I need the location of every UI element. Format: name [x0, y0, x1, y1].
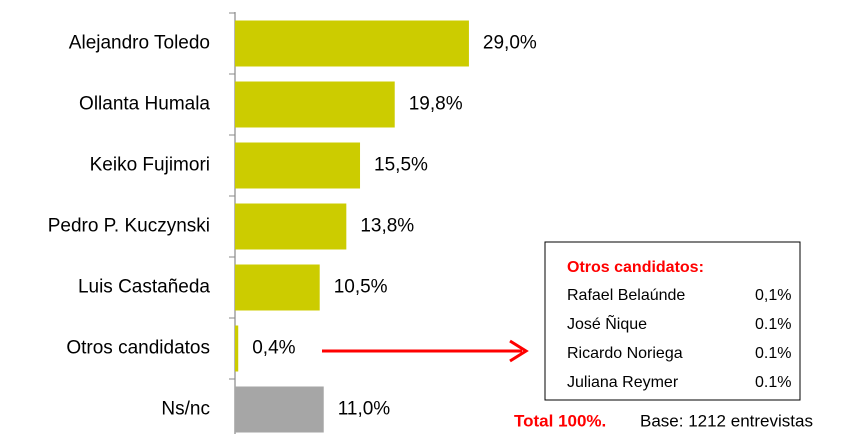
category-label: Keiko Fujimori — [90, 155, 210, 176]
category-label: Ns/nc — [161, 399, 210, 420]
bar — [235, 264, 320, 311]
inset-name: Ricardo Noriega — [567, 345, 683, 362]
value-label: 11,0% — [338, 399, 391, 420]
arrow — [322, 339, 529, 363]
footer-total: Total 100%. — [514, 411, 606, 430]
bar — [235, 386, 324, 433]
inset-value: 0.1% — [755, 374, 791, 391]
inset-value: 0.1% — [755, 345, 791, 362]
bar — [235, 81, 395, 128]
category-label: Ollanta Humala — [79, 94, 210, 115]
bar — [235, 142, 361, 189]
bar — [235, 325, 239, 372]
footer-base: Base: 1212 entrevistas — [640, 411, 813, 430]
inset-value: 0.1% — [755, 316, 791, 333]
inset-name: Juliana Reymer — [567, 374, 679, 391]
value-label: 13,8% — [360, 216, 414, 237]
inset-name: Rafael Belaúnde — [567, 287, 685, 304]
value-label: 19,8% — [409, 94, 463, 115]
bar — [235, 20, 469, 67]
category-label: Otros candidatos — [66, 338, 210, 359]
inset-box — [544, 241, 801, 401]
value-label: 0,4% — [252, 338, 295, 359]
value-label: 15,5% — [374, 155, 428, 176]
category-label: Luis Castañeda — [78, 277, 210, 298]
inset-title: Otros candidatos: — [567, 259, 704, 276]
bar — [235, 203, 347, 250]
value-label: 29,0% — [483, 33, 537, 54]
category-label: Pedro P. Kuczynski — [48, 216, 210, 237]
inset-value: 0,1% — [755, 287, 791, 304]
category-label: Alejandro Toledo — [69, 33, 210, 54]
inset-name: José Ñique — [567, 313, 647, 333]
value-label: 10,5% — [334, 277, 388, 298]
